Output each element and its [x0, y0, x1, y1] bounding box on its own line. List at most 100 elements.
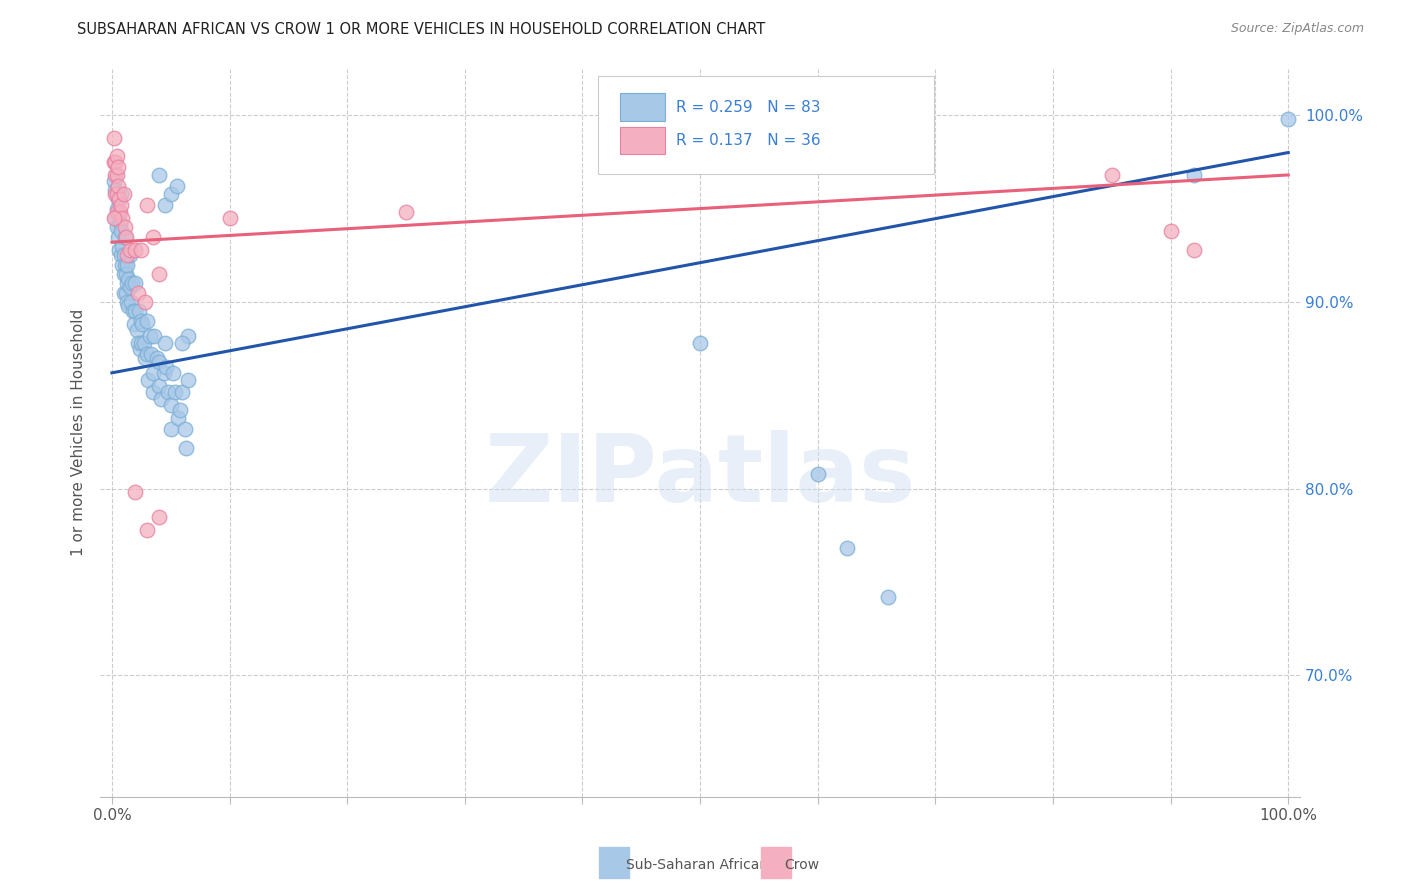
Point [129, 243, 152, 257]
Point [148, 379, 170, 393]
Point [148, 267, 170, 281]
Point [104, 186, 127, 201]
Point [124, 304, 146, 318]
Point [129, 336, 152, 351]
Point [115, 248, 138, 262]
Point [121, 277, 143, 291]
Point [108, 243, 131, 257]
Point [108, 205, 131, 219]
Point [103, 211, 125, 225]
Point [153, 336, 176, 351]
Point [105, 186, 128, 201]
Point [118, 248, 141, 262]
Point [148, 354, 170, 368]
Point [142, 366, 165, 380]
Point [134, 294, 156, 309]
FancyBboxPatch shape [620, 94, 665, 121]
Point [136, 313, 159, 327]
Point [172, 336, 194, 351]
Point [111, 239, 134, 253]
Point [138, 328, 160, 343]
Point [122, 304, 145, 318]
Point [218, 211, 240, 225]
Point [110, 198, 132, 212]
Point [177, 373, 200, 387]
Point [142, 229, 165, 244]
Point [108, 217, 131, 231]
Point [103, 173, 125, 187]
Point [153, 198, 176, 212]
Point [107, 192, 129, 206]
Point [118, 243, 141, 257]
Point [159, 422, 181, 436]
Point [139, 347, 162, 361]
Point [807, 467, 830, 481]
Point [110, 224, 132, 238]
Point [174, 441, 197, 455]
Point [131, 318, 153, 332]
Point [165, 384, 187, 399]
Point [114, 220, 136, 235]
Point [142, 384, 165, 399]
Point [1160, 224, 1182, 238]
Point [110, 248, 132, 262]
Point [114, 229, 136, 244]
Point [132, 336, 155, 351]
Point [1182, 243, 1205, 257]
Point [173, 422, 195, 436]
Point [1277, 112, 1299, 126]
Point [689, 336, 711, 351]
Point [143, 328, 166, 343]
Point [112, 285, 135, 300]
Point [111, 258, 134, 272]
Point [115, 277, 138, 291]
Point [138, 373, 160, 387]
FancyBboxPatch shape [598, 76, 934, 174]
Point [108, 192, 131, 206]
Point [105, 168, 128, 182]
Point [127, 285, 149, 300]
Point [105, 205, 128, 219]
Point [104, 183, 127, 197]
Text: ZIPatlas: ZIPatlas [485, 430, 915, 523]
Point [124, 243, 146, 257]
Point [112, 267, 135, 281]
Point [110, 186, 132, 201]
Point [136, 347, 159, 361]
Point [104, 168, 127, 182]
Point [117, 272, 139, 286]
Point [115, 267, 138, 281]
Point [152, 366, 174, 380]
Point [1101, 168, 1123, 182]
Point [115, 258, 138, 272]
Point [166, 179, 188, 194]
Point [166, 410, 188, 425]
Text: R = 0.137   N = 36: R = 0.137 N = 36 [676, 133, 821, 148]
Point [105, 186, 128, 201]
Text: R = 0.259   N = 83: R = 0.259 N = 83 [676, 100, 821, 114]
Point [115, 285, 138, 300]
Point [108, 205, 131, 219]
Point [118, 280, 141, 294]
Point [136, 523, 159, 537]
Point [105, 202, 128, 216]
Point [136, 198, 159, 212]
Point [150, 392, 173, 406]
Point [148, 509, 170, 524]
Point [104, 154, 127, 169]
FancyBboxPatch shape [620, 127, 665, 154]
Point [395, 205, 418, 219]
Point [117, 299, 139, 313]
Point [177, 328, 200, 343]
Point [1182, 168, 1205, 182]
Point [120, 294, 142, 309]
Point [103, 130, 125, 145]
Point [104, 211, 127, 225]
Point [134, 351, 156, 365]
Point [157, 384, 180, 399]
Point [107, 161, 129, 175]
Point [128, 304, 150, 318]
Point [127, 336, 149, 351]
Point [115, 294, 138, 309]
Point [122, 318, 145, 332]
